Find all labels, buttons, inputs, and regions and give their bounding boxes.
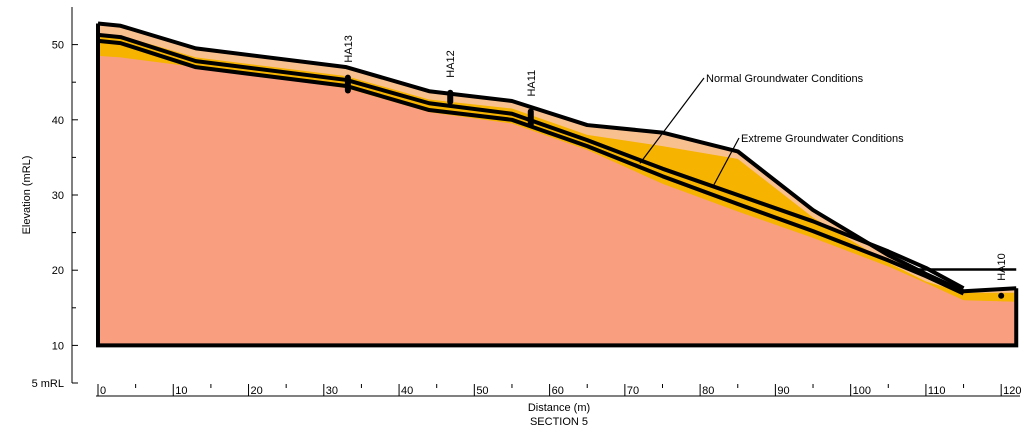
y-tick-label: 40 bbox=[52, 115, 64, 127]
borehole bbox=[998, 293, 1004, 299]
x-tick-label: 120 bbox=[1003, 385, 1021, 397]
annotation: Extreme Groundwater Conditions bbox=[741, 133, 904, 145]
x-axis-label: Distance (m) bbox=[528, 402, 590, 414]
y-tick-label: 10 bbox=[52, 340, 64, 352]
annotation: Normal Groundwater Conditions bbox=[706, 73, 864, 85]
x-tick-label: 90 bbox=[777, 385, 789, 397]
borehole-label: HA13 bbox=[343, 35, 355, 63]
y-tick-label: 20 bbox=[52, 265, 64, 277]
borehole bbox=[447, 90, 453, 105]
borehole-label: HA12 bbox=[445, 50, 457, 78]
x-tick-label: 70 bbox=[627, 385, 639, 397]
borehole bbox=[528, 109, 534, 128]
x-tick-label: 40 bbox=[401, 385, 413, 397]
x-tick-label: 100 bbox=[853, 385, 871, 397]
borehole-label: HA10 bbox=[996, 253, 1008, 281]
subtitle: SECTION 5 bbox=[530, 416, 588, 428]
y-tick-label: 5 mRL bbox=[32, 378, 64, 390]
x-tick-label: 50 bbox=[476, 385, 488, 397]
x-tick-label: 20 bbox=[251, 385, 263, 397]
x-tick-label: 10 bbox=[175, 385, 187, 397]
chart: Distance (m) SECTION 5 Elevation (mRL) 5… bbox=[0, 0, 1031, 435]
x-tick-label: 0 bbox=[100, 385, 106, 397]
y-axis-label: Elevation (mRL) bbox=[21, 156, 33, 235]
x-tick-label: 80 bbox=[702, 385, 714, 397]
borehole bbox=[345, 75, 351, 94]
x-tick-label: 110 bbox=[928, 385, 946, 397]
borehole-label: HA11 bbox=[526, 70, 538, 97]
x-tick-label: 30 bbox=[326, 385, 338, 397]
y-tick-label: 50 bbox=[52, 40, 64, 52]
x-tick-label: 60 bbox=[552, 385, 564, 397]
y-tick-label: 30 bbox=[52, 190, 64, 202]
soil-layer bbox=[98, 56, 1016, 346]
